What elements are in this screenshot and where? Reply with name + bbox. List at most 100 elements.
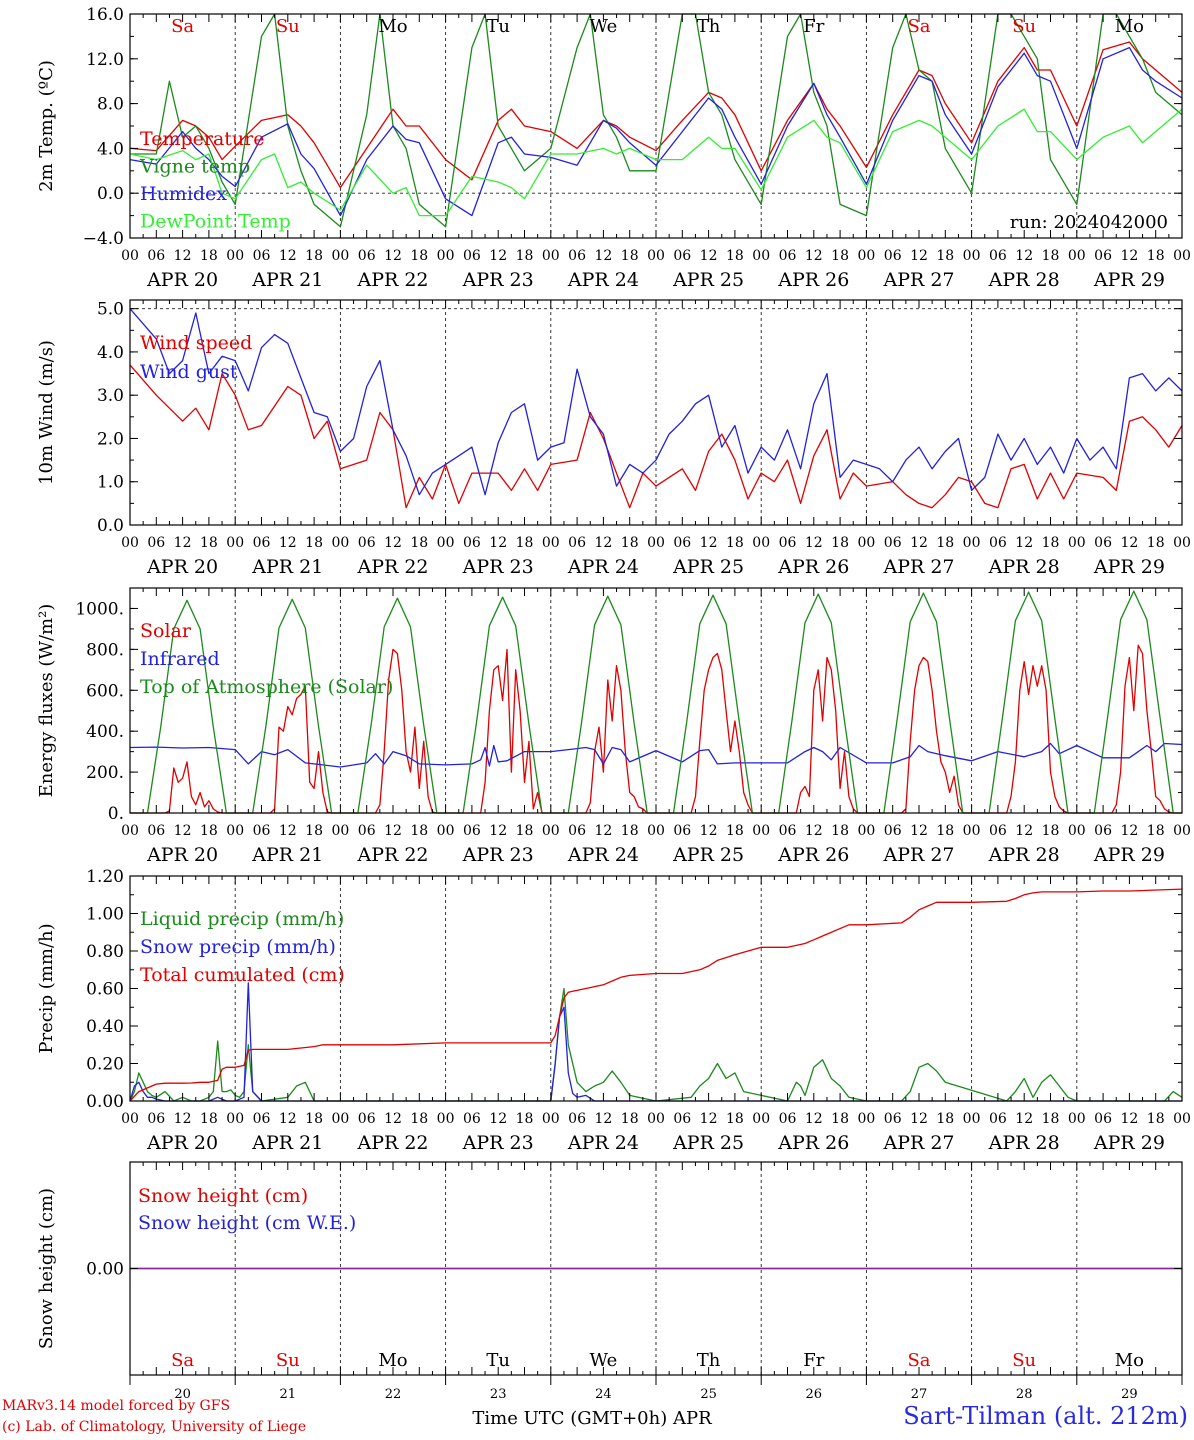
hour-tick-label: 00 xyxy=(542,823,560,839)
hour-tick-label: 06 xyxy=(779,1111,797,1127)
hour-tick-label: 18 xyxy=(1147,1111,1165,1127)
date-label: APR 29 xyxy=(1093,556,1165,578)
date-label: APR 27 xyxy=(882,269,954,291)
hour-tick-label: 06 xyxy=(463,535,481,551)
hour-tick-label: 06 xyxy=(463,823,481,839)
hour-tick-label: 12 xyxy=(279,535,297,551)
date-label: APR 28 xyxy=(988,269,1060,291)
date-label: APR 27 xyxy=(882,556,954,578)
hour-tick-label: 06 xyxy=(253,823,271,839)
date-label: APR 22 xyxy=(356,556,428,578)
hour-tick-label: 12 xyxy=(805,1111,823,1127)
run-label: run: 2024042000 xyxy=(1010,212,1168,233)
hour-tick-label: 06 xyxy=(147,248,165,264)
date-label: APR 21 xyxy=(251,1132,323,1154)
hour-tick-label: 12 xyxy=(805,248,823,264)
hour-tick-label: 18 xyxy=(305,248,323,264)
date-label: APR 24 xyxy=(567,1132,639,1154)
hour-tick-label: 06 xyxy=(1094,1111,1112,1127)
y-tick-label: 12.0 xyxy=(86,50,124,70)
date-label: APR 28 xyxy=(988,844,1060,866)
series-line-total-cumulated-cm- xyxy=(129,888,1183,1102)
day-number-label: 21 xyxy=(280,1387,297,1402)
hour-tick-label: 00 xyxy=(121,823,139,839)
y-tick-label: 16.0 xyxy=(86,5,124,25)
hour-tick-label: 06 xyxy=(253,1111,271,1127)
hour-tick-label: 18 xyxy=(200,248,218,264)
hour-tick-label: 12 xyxy=(174,248,192,264)
hour-tick-label: 06 xyxy=(1094,535,1112,551)
hour-tick-label: 00 xyxy=(331,1111,349,1127)
y-tick-label: 1.0 xyxy=(97,473,124,493)
weekday-label-top: Sa xyxy=(907,16,930,37)
weekday-label-top: Su xyxy=(276,16,300,37)
hour-tick-label: 18 xyxy=(831,248,849,264)
hour-tick-label: 06 xyxy=(463,248,481,264)
hour-tick-label: 06 xyxy=(779,248,797,264)
weekday-label-bottom: We xyxy=(590,1350,618,1371)
hour-tick-label: 12 xyxy=(1120,248,1138,264)
hour-tick-label: 12 xyxy=(700,1111,718,1127)
hour-tick-label: 06 xyxy=(673,823,691,839)
day-number-label: 20 xyxy=(174,1387,191,1402)
weekday-label-bottom: Fr xyxy=(803,1350,824,1371)
day-number-label: 24 xyxy=(595,1387,612,1402)
hour-tick-label: 00 xyxy=(752,1111,770,1127)
date-label: APR 22 xyxy=(356,844,428,866)
hour-tick-label: 12 xyxy=(279,823,297,839)
model-credit-line: MARv3.14 model forced by GFS xyxy=(2,1398,231,1414)
hour-tick-label: 18 xyxy=(410,823,428,839)
weekday-label-bottom: Tu xyxy=(486,1350,510,1371)
hour-tick-label: 00 xyxy=(1068,248,1086,264)
hour-tick-label: 12 xyxy=(489,248,507,264)
hour-tick-label: 18 xyxy=(936,248,954,264)
hour-tick-label: 18 xyxy=(621,248,639,264)
legend-entry: Infrared xyxy=(140,648,220,670)
hour-tick-label: 18 xyxy=(1147,248,1165,264)
hour-tick-label: 18 xyxy=(831,823,849,839)
hour-tick-label: 12 xyxy=(174,1111,192,1127)
legend-entry: Total cumulated (cm) xyxy=(140,964,345,986)
weekday-label-bottom: Sa xyxy=(907,1350,930,1371)
y-tick-label: 1000. xyxy=(75,599,124,619)
hour-tick-label: 18 xyxy=(516,1111,534,1127)
hour-tick-label: 00 xyxy=(1173,248,1191,264)
hour-tick-label: 18 xyxy=(621,535,639,551)
y-tick-label: 0.00 xyxy=(86,1260,124,1280)
weekday-label-bottom: Mo xyxy=(1115,1350,1144,1371)
hour-tick-label: 00 xyxy=(331,535,349,551)
y-tick-label: −4.0 xyxy=(83,229,124,249)
hour-tick-label: 00 xyxy=(752,535,770,551)
hour-tick-label: 06 xyxy=(779,823,797,839)
hour-tick-label: 18 xyxy=(936,535,954,551)
date-label: APR 20 xyxy=(146,1132,218,1154)
hour-tick-label: 00 xyxy=(437,248,455,264)
hour-tick-label: 00 xyxy=(1173,535,1191,551)
hour-tick-label: 00 xyxy=(226,248,244,264)
hour-tick-label: 00 xyxy=(1068,823,1086,839)
y-tick-label: 800. xyxy=(86,640,124,660)
hour-tick-label: 12 xyxy=(1015,823,1033,839)
hour-tick-label: 18 xyxy=(410,248,428,264)
date-label: APR 25 xyxy=(672,1132,744,1154)
legend-entry: DewPoint Temp xyxy=(140,211,291,233)
hour-tick-label: 18 xyxy=(200,823,218,839)
date-label: APR 23 xyxy=(462,844,534,866)
hour-tick-label: 12 xyxy=(700,823,718,839)
day-number-label: 27 xyxy=(911,1387,928,1402)
date-label: APR 21 xyxy=(251,556,323,578)
hour-tick-label: 06 xyxy=(884,1111,902,1127)
day-number-label: 29 xyxy=(1121,1387,1138,1402)
hour-tick-label: 06 xyxy=(779,535,797,551)
legend-entry: Temperature xyxy=(140,128,264,150)
hour-tick-label: 00 xyxy=(963,1111,981,1127)
station-name: Sart-Tilman (alt. 212m) xyxy=(903,1402,1188,1430)
hour-tick-label: 12 xyxy=(279,1111,297,1127)
day-number-label: 26 xyxy=(806,1387,823,1402)
y-axis-label: Snow height (cm) xyxy=(36,1188,57,1349)
y-tick-label: 1.00 xyxy=(86,905,124,925)
legend-entry: Snow height (cm) xyxy=(138,1185,308,1207)
y-tick-label: 0. xyxy=(108,804,124,824)
hour-tick-label: 00 xyxy=(857,535,875,551)
hour-tick-label: 18 xyxy=(200,535,218,551)
